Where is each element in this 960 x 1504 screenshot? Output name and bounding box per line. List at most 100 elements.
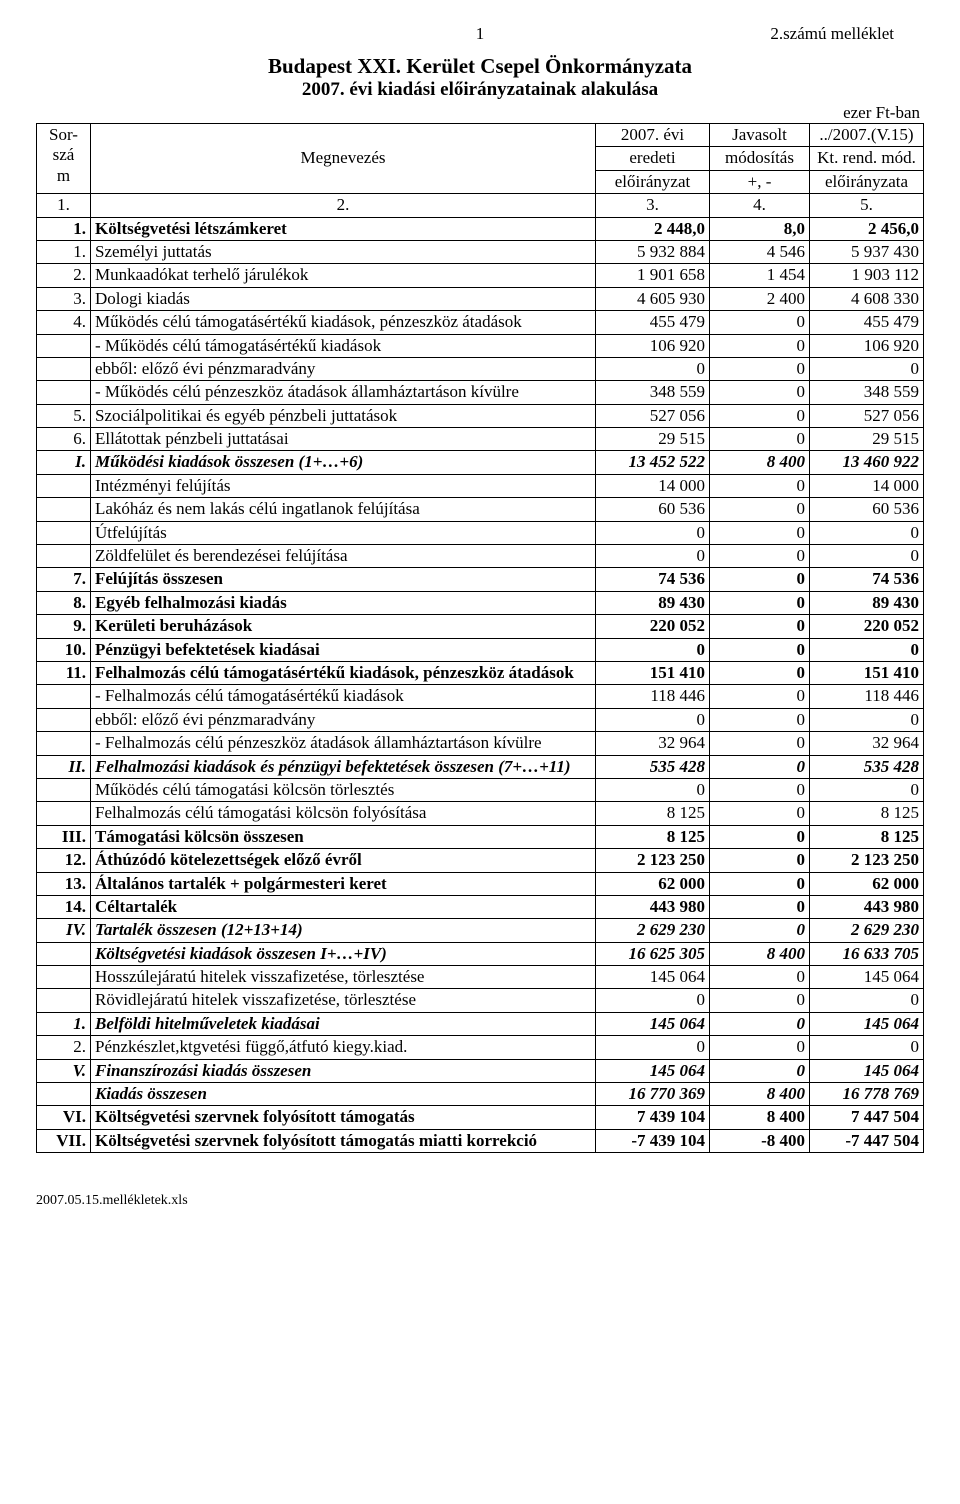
row-num: 2. [37,264,91,287]
row-v2: 0 [710,732,810,755]
row-v2: 0 [710,849,810,872]
page-header: 1 2.számú melléklet [36,24,924,44]
row-v2: 2 400 [710,287,810,310]
budget-table: Sor- szá m Megnevezés 2007. évi Javasolt… [36,123,924,1153]
h-c3a: ../2007.(V.15) [810,124,924,147]
table-row: V.Finanszírozási kiadás összesen145 0640… [37,1059,924,1082]
row-name: Céltartalék [91,895,596,918]
row-v2: 0 [710,872,810,895]
row-v1: 0 [596,989,710,1012]
row-v3: 74 536 [810,568,924,591]
row-name: Egyéb felhalmozási kiadás [91,591,596,614]
row-name: - Felhalmozás célú támogatásértékű kiadá… [91,685,596,708]
row-name: Működés célú támogatási kölcsön törleszt… [91,778,596,801]
row-v3: 0 [810,638,924,661]
row-v3: 7 447 504 [810,1106,924,1129]
row-v1: 7 439 104 [596,1106,710,1129]
row-v3: 1 903 112 [810,264,924,287]
table-row: 11.Felhalmozás célú támogatásértékű kiad… [37,661,924,684]
row-name: Útfelújítás [91,521,596,544]
table-row: 12.Áthúzódó kötelezettségek előző évről2… [37,849,924,872]
row-v2: 0 [710,615,810,638]
title-line-1: Budapest XXI. Kerület Csepel Önkormányza… [36,54,924,79]
table-row: - Működés célú támogatásértékű kiadások1… [37,334,924,357]
table-row: 1.Költségvetési létszámkeret2 448,08,02 … [37,217,924,240]
row-v1: 74 536 [596,568,710,591]
row-name: Felhalmozás célú támogatásértékű kiadáso… [91,661,596,684]
row-v3: 14 000 [810,474,924,497]
table-row: 2.Munkaadókat terhelő járulékok1 901 658… [37,264,924,287]
table-row: Felhalmozás célú támogatási kölcsön foly… [37,802,924,825]
row-v2: 0 [710,404,810,427]
row-v1: 2 123 250 [596,849,710,872]
row-name: Személyi juttatás [91,240,596,263]
row-v2: 0 [710,498,810,521]
row-v2: 0 [710,919,810,942]
row-num [37,521,91,544]
unit-label: ezer Ft-ban [36,103,924,123]
table-row: - Működés célú pénzeszköz átadások állam… [37,381,924,404]
table-row: II.Felhalmozási kiadások és pénzügyi bef… [37,755,924,778]
row-num [37,732,91,755]
row-name: - Működés célú pénzeszköz átadások állam… [91,381,596,404]
row-v2: 0 [710,545,810,568]
row-v3: 2 629 230 [810,919,924,942]
row-num: 11. [37,661,91,684]
row-v3: 2 123 250 [810,849,924,872]
row-v2: 0 [710,381,810,404]
h-c1b: eredeti [596,147,710,170]
table-row: ebből: előző évi pénzmaradvány000 [37,708,924,731]
row-v2: 0 [710,966,810,989]
title-line-2: 2007. évi kiadási előirányzatainak alaku… [36,79,924,101]
row-v1: 0 [596,708,710,731]
row-v2: 0 [710,568,810,591]
row-name: ebből: előző évi pénzmaradvány [91,708,596,731]
row-v2: 0 [710,708,810,731]
row-v2: 8 400 [710,1083,810,1106]
h-c2b: módosítás [710,147,810,170]
row-name: Költségvetési szervnek folyósított támog… [91,1129,596,1152]
row-v2: 0 [710,591,810,614]
row-num: 1. [37,1012,91,1035]
row-name: Felhalmozási kiadások és pénzügyi befekt… [91,755,596,778]
row-name: Belföldi hitelműveletek kiadásai [91,1012,596,1035]
row-v1: 2 448,0 [596,217,710,240]
row-v2: 1 454 [710,264,810,287]
table-row: Rövidlejáratú hitelek visszafizetése, tö… [37,989,924,1012]
table-row: 9.Kerületi beruházások220 0520220 052 [37,615,924,638]
row-name: Finanszírozási kiadás összesen [91,1059,596,1082]
row-num: 8. [37,591,91,614]
row-v2: 0 [710,825,810,848]
row-v2: 0 [710,1012,810,1035]
hn4: 4. [710,194,810,217]
row-num: V. [37,1059,91,1082]
row-num [37,381,91,404]
row-v1: 32 964 [596,732,710,755]
row-v1: 0 [596,545,710,568]
row-v2: 0 [710,685,810,708]
row-v1: 8 125 [596,802,710,825]
row-v3: 443 980 [810,895,924,918]
row-v1: 8 125 [596,825,710,848]
h-sor1: Sor- [49,125,78,144]
row-v2: 8 400 [710,1106,810,1129]
row-v3: 32 964 [810,732,924,755]
row-v2: 0 [710,755,810,778]
row-v2: 0 [710,521,810,544]
row-num: 9. [37,615,91,638]
page-number: 1 [342,24,618,44]
table-row: 13.Általános tartalék + polgármesteri ke… [37,872,924,895]
table-row: Intézményi felújítás14 000014 000 [37,474,924,497]
h-c3c: előirányzata [810,170,924,193]
row-v3: 151 410 [810,661,924,684]
h-c2a: Javasolt [710,124,810,147]
row-num: III. [37,825,91,848]
row-num [37,685,91,708]
row-v1: 0 [596,778,710,801]
row-v3: 4 608 330 [810,287,924,310]
footer-filename: 2007.05.15.mellékletek.xls [36,1193,924,1209]
row-num: II. [37,755,91,778]
row-v1: 145 064 [596,1059,710,1082]
table-row: Működés célú támogatási kölcsön törleszt… [37,778,924,801]
hn3: 3. [596,194,710,217]
